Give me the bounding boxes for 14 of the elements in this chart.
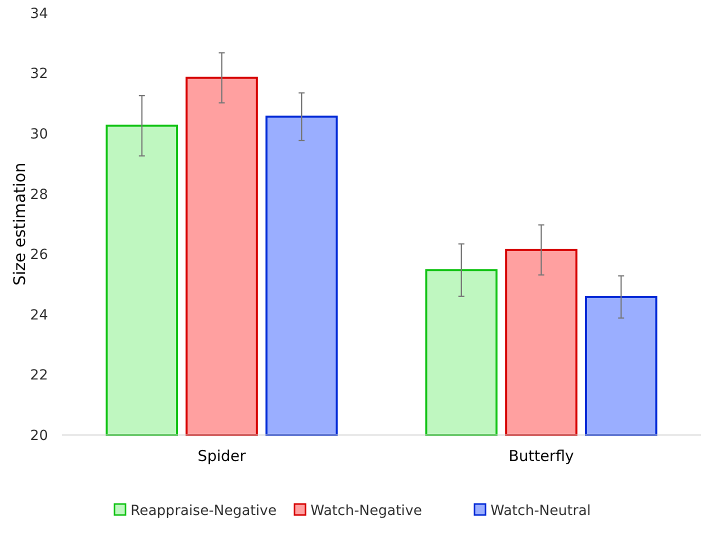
legend-label: Reappraise-Negative [130,502,277,519]
y-tick-label: 26 [30,247,48,264]
y-tick-label: 30 [30,126,48,142]
y-tick-label: 28 [30,186,48,203]
y-tick-label: 20 [30,428,48,444]
legend-label: Watch-Neutral [490,502,591,519]
x-tick-label: Butterfly [508,447,574,465]
y-tick-label: 32 [30,66,48,82]
y-tick-label: 22 [30,368,48,384]
y-tick-label: 34 [30,6,48,22]
x-tick-label: Spider [198,447,247,465]
y-tick-label: 24 [30,307,48,324]
y-axis-title: Size estimation [10,162,30,286]
legend-label: Watch-Negative [310,502,422,519]
